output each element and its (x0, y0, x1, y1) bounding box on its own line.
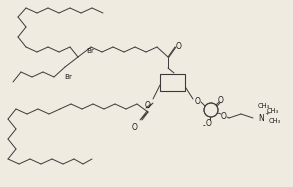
Text: +: + (264, 111, 270, 116)
Text: Br: Br (64, 74, 72, 80)
Text: O: O (176, 42, 182, 50)
Text: N: N (258, 114, 264, 122)
FancyBboxPatch shape (159, 73, 185, 91)
Text: -: - (203, 122, 205, 131)
Text: CH₃: CH₃ (269, 118, 281, 124)
Text: Br: Br (86, 48, 94, 54)
Text: O: O (132, 122, 138, 131)
Text: P: P (208, 105, 214, 114)
Text: O: O (221, 111, 227, 120)
Text: O: O (206, 119, 212, 128)
Text: O: O (145, 100, 151, 110)
Text: CH₃: CH₃ (258, 103, 270, 109)
Text: Abc: Abc (166, 79, 178, 85)
Text: O: O (218, 96, 224, 105)
Text: O: O (195, 96, 201, 105)
Circle shape (204, 103, 218, 117)
Text: CH₃: CH₃ (267, 108, 279, 114)
